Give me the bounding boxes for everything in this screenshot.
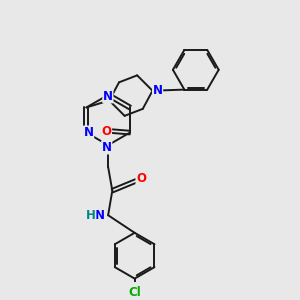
Text: N: N (153, 84, 163, 97)
Text: N: N (84, 126, 94, 139)
Text: Cl: Cl (128, 286, 141, 299)
Text: O: O (136, 172, 146, 185)
Text: H: H (86, 209, 96, 222)
Text: O: O (101, 125, 111, 138)
Text: N: N (95, 209, 105, 222)
Text: N: N (103, 90, 113, 103)
Text: N: N (102, 141, 112, 154)
